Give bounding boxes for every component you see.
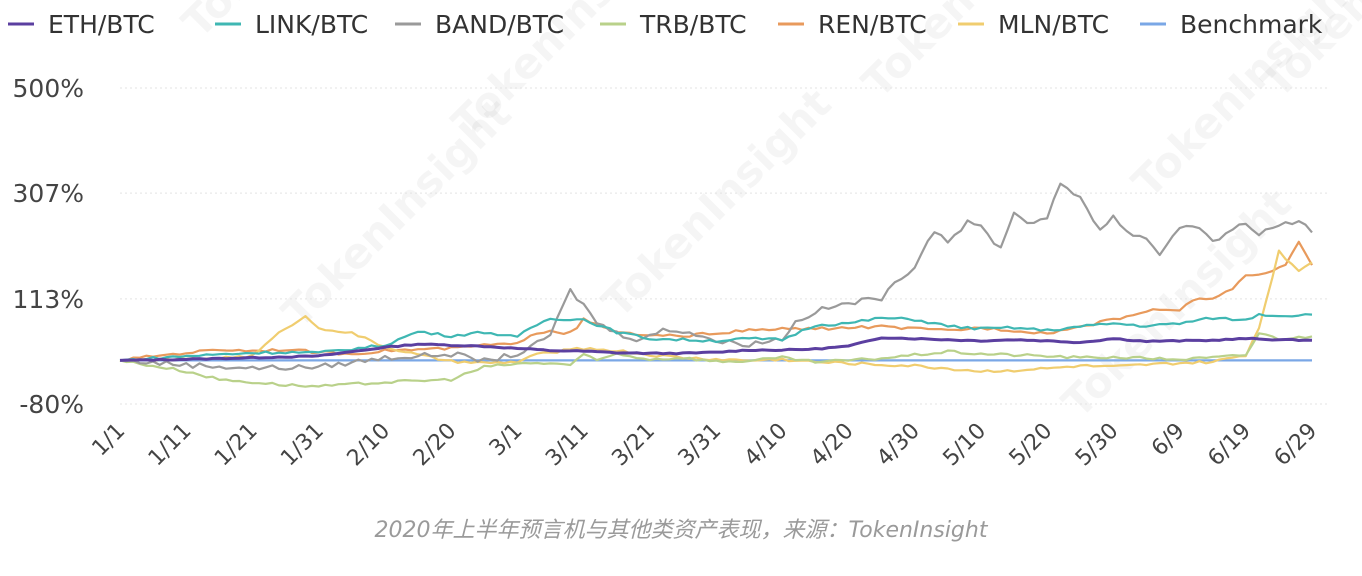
legend-label: REN/BTC xyxy=(818,10,927,39)
x-tick-label: 6/9 xyxy=(1147,419,1190,462)
x-axis-ticks: 1/1 1/11 1/21 1/31 2/10 2/20 3/1 3/11 3/21 3/31 4/… xyxy=(88,419,1323,472)
x-tick-label: 3/31 xyxy=(674,419,727,472)
series-line-link-btc xyxy=(119,312,1313,362)
x-tick-label: 3/21 xyxy=(607,419,660,472)
legend-label: Benchmark xyxy=(1180,10,1323,39)
x-tick-label: 4/10 xyxy=(740,419,793,472)
x-tick-label: 4/20 xyxy=(806,419,859,472)
legend: ETH/BTC LINK/BTC BAND/BTC TRB/BTC REN/BTC MLN… xyxy=(8,10,1323,39)
series-line-eth-btc xyxy=(119,336,1313,362)
x-tick-label: 1/1 xyxy=(88,419,131,462)
x-tick-label: 3/1 xyxy=(485,419,528,462)
x-tick-label: 4/30 xyxy=(872,419,925,472)
watermark-text: TokenInsight xyxy=(592,79,840,327)
x-tick-label: 6/19 xyxy=(1203,419,1256,472)
y-axis-ticks: 500% 307% 113% -80% xyxy=(13,74,84,419)
watermark-text: TokenInsight xyxy=(272,89,520,337)
x-tick-label: 1/21 xyxy=(210,419,263,472)
series-line-mln-btc xyxy=(119,249,1313,373)
x-tick-label: 5/10 xyxy=(939,419,992,472)
x-tick-label: 1/11 xyxy=(144,419,197,472)
series-line-trb-btc xyxy=(119,332,1313,388)
y-tick-label: 307% xyxy=(13,179,84,208)
x-tick-label: 6/29 xyxy=(1270,419,1323,472)
series-lines xyxy=(119,182,1313,388)
gridlines xyxy=(120,87,1330,405)
chart-caption: 2020年上半年预言机与其他类资产表现，来源：TokenInsight xyxy=(374,518,988,543)
y-tick-label: 500% xyxy=(13,74,84,103)
y-tick-label: -80% xyxy=(19,390,84,419)
line-chart: TokenInsightTokenInsightTokenInsightToke… xyxy=(8,10,1330,472)
y-tick-label: 113% xyxy=(13,285,84,314)
legend-label: TRB/BTC xyxy=(639,10,747,39)
x-tick-label: 5/30 xyxy=(1071,419,1124,472)
legend-label: LINK/BTC xyxy=(255,10,368,39)
x-tick-label: 2/10 xyxy=(343,419,396,472)
legend-label: BAND/BTC xyxy=(435,10,564,39)
x-tick-label: 5/20 xyxy=(1005,419,1058,472)
x-tick-label: 3/11 xyxy=(541,419,594,472)
legend-label: ETH/BTC xyxy=(48,10,155,39)
x-tick-label: 2/20 xyxy=(409,419,462,472)
x-tick-label: 1/31 xyxy=(276,419,329,472)
legend-label: MLN/BTC xyxy=(998,10,1109,39)
